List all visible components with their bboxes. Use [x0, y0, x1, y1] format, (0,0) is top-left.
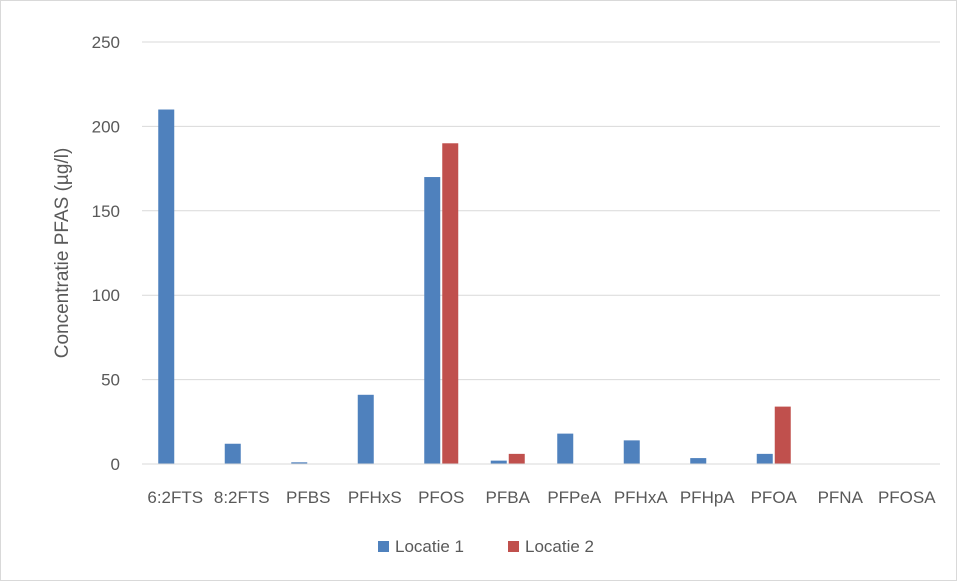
bar-locatie-2-pfos	[442, 143, 459, 464]
y-axis-ticks: 0 50 100 150 200 250	[92, 33, 120, 474]
bar-locatie-1-pfoa	[756, 453, 773, 464]
bar-locatie-1-pfhxa	[623, 440, 640, 464]
legend-label-locatie-1: Locatie 1	[395, 537, 464, 556]
y-tick-label: 250	[92, 33, 120, 52]
bar-locatie-2-pfoa	[774, 406, 791, 464]
y-tick-label: 0	[111, 455, 120, 474]
gridlines	[142, 41, 940, 381]
x-tick-label: 6:2FTS	[147, 488, 203, 507]
y-tick-label: 200	[92, 117, 120, 136]
y-axis-label: Concentratie PFAS (µg/l)	[52, 148, 73, 359]
bar-locatie-1-pfhpa	[690, 458, 707, 464]
x-tick-label: 8:2FTS	[214, 488, 270, 507]
bars	[158, 109, 791, 465]
x-tick-label: PFNA	[818, 488, 864, 507]
bar-locatie-1-82fts	[224, 443, 241, 464]
x-axis-ticks: 6:2FTS 8:2FTS PFBS PFHxS PFOS PFBA PFPeA PFHxA P…	[147, 488, 936, 507]
x-tick-label: PFOSA	[878, 488, 936, 507]
legend-swatch-locatie-2	[508, 541, 519, 552]
x-tick-label: PFOA	[751, 488, 798, 507]
x-tick-label: PFHxA	[614, 488, 669, 507]
bar-locatie-1-pfbs	[291, 462, 308, 464]
x-tick-label: PFBA	[486, 488, 531, 507]
bar-locatie-1-pfhxs	[357, 394, 374, 464]
x-tick-label: PFHpA	[680, 488, 735, 507]
bar-locatie-1-62fts	[158, 109, 175, 465]
x-tick-label: PFHxS	[348, 488, 402, 507]
legend: Locatie 1 Locatie 2	[378, 537, 594, 556]
x-tick-label: PFPeA	[547, 488, 602, 507]
bar-locatie-1-pfpea	[557, 433, 574, 464]
x-tick-label: PFOS	[418, 488, 464, 507]
x-tick-label: PFBS	[286, 488, 330, 507]
legend-label-locatie-2: Locatie 2	[525, 537, 594, 556]
bar-locatie-1-pfos	[424, 177, 441, 465]
bar-locatie-2-pfba	[508, 453, 525, 464]
y-tick-label: 50	[101, 371, 120, 390]
bar-locatie-1-pfba	[490, 460, 507, 464]
y-tick-label: 150	[92, 202, 120, 221]
legend-swatch-locatie-1	[378, 541, 389, 552]
y-tick-label: 100	[92, 286, 120, 305]
